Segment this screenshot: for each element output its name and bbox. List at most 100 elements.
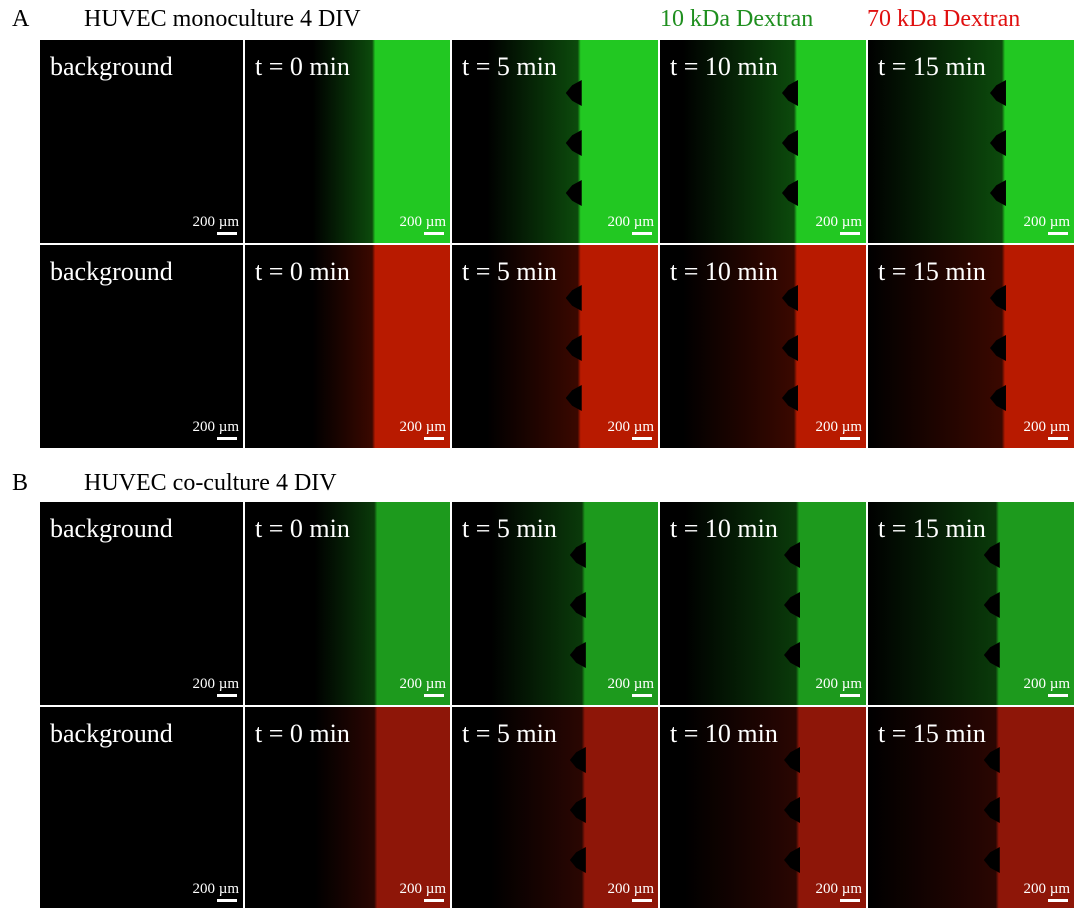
micrograph: t = 15 min 200 µm <box>868 502 1074 705</box>
time-label: t = 5 min <box>462 257 557 286</box>
micrograph: background 200 µm <box>40 245 243 448</box>
channel-notch <box>983 797 1000 823</box>
time-label: t = 10 min <box>670 514 778 543</box>
channel-notch <box>565 130 582 156</box>
channel-notch <box>784 747 801 773</box>
micrograph: t = 10 min 200 µm <box>660 40 866 243</box>
channel-notch <box>983 592 1000 618</box>
scale-label: 200 µm <box>399 214 446 230</box>
time-label: t = 0 min <box>255 514 350 543</box>
scale-bar <box>424 232 444 235</box>
channel-notch <box>569 542 586 568</box>
channel-notch <box>989 80 1006 106</box>
scale-bar <box>424 437 444 440</box>
micrograph: t = 0 min 200 µm <box>245 707 450 908</box>
scale-bar <box>632 232 652 235</box>
channel-notch <box>565 180 582 206</box>
channel-notch <box>784 592 801 618</box>
time-label: background <box>50 257 173 286</box>
channel-notch <box>565 385 582 411</box>
scale-bar <box>217 437 237 440</box>
time-label: t = 15 min <box>878 719 986 748</box>
micrograph: t = 0 min 200 µm <box>245 502 450 705</box>
scale-label: 200 µm <box>399 881 446 897</box>
scale-label: 200 µm <box>192 419 239 435</box>
channel-notch <box>784 542 801 568</box>
channel-notch <box>784 847 801 873</box>
channel-notch <box>983 642 1000 668</box>
scale-bar <box>1048 437 1068 440</box>
channel-notch <box>569 642 586 668</box>
channel-notch <box>989 385 1006 411</box>
scale-label: 200 µm <box>815 214 862 230</box>
channel-notch <box>989 180 1006 206</box>
time-label: t = 5 min <box>462 52 557 81</box>
channel-notch <box>569 592 586 618</box>
scale-label: 200 µm <box>1023 214 1070 230</box>
scale-bar <box>840 899 860 902</box>
scale-bar <box>632 694 652 697</box>
time-label: t = 15 min <box>878 52 986 81</box>
scale-bar <box>217 899 237 902</box>
micrograph: background 200 µm <box>40 707 243 908</box>
channel-notch <box>781 180 798 206</box>
scale-bar <box>424 694 444 697</box>
legend-red: 70 kDa Dextran <box>867 6 1021 32</box>
scale-label: 200 µm <box>399 676 446 692</box>
panel-title: HUVEC monoculture 4 DIV <box>84 6 361 32</box>
micrograph: t = 5 min 200 µm <box>452 502 658 705</box>
scale-label: 200 µm <box>607 214 654 230</box>
channel-notch <box>565 80 582 106</box>
scale-label: 200 µm <box>192 214 239 230</box>
channel-notch <box>781 80 798 106</box>
channel-notch <box>569 747 586 773</box>
channel-notch <box>565 285 582 311</box>
scale-label: 200 µm <box>192 881 239 897</box>
channel-notch <box>983 747 1000 773</box>
scale-bar <box>217 232 237 235</box>
scale-bar <box>424 899 444 902</box>
panel-title: HUVEC co-culture 4 DIV <box>84 470 337 496</box>
scale-bar <box>217 694 237 697</box>
time-label: background <box>50 514 173 543</box>
channel-notch <box>781 130 798 156</box>
time-label: t = 15 min <box>878 514 986 543</box>
scale-label: 200 µm <box>815 881 862 897</box>
micrograph: t = 15 min 200 µm <box>868 707 1074 908</box>
time-label: t = 0 min <box>255 719 350 748</box>
time-label: t = 10 min <box>670 719 778 748</box>
scale-label: 200 µm <box>607 881 654 897</box>
micrograph: t = 10 min 200 µm <box>660 707 866 908</box>
channel-notch <box>983 847 1000 873</box>
legend-green: 10 kDa Dextran <box>660 6 814 32</box>
channel-notch <box>781 335 798 361</box>
time-label: t = 15 min <box>878 257 986 286</box>
scale-label: 200 µm <box>815 676 862 692</box>
scale-label: 200 µm <box>607 419 654 435</box>
time-label: background <box>50 719 173 748</box>
channel-notch <box>565 335 582 361</box>
micrograph: t = 0 min 200 µm <box>245 40 450 243</box>
micrograph: t = 10 min 200 µm <box>660 502 866 705</box>
scale-bar <box>840 437 860 440</box>
scale-bar <box>632 437 652 440</box>
micrograph: background 200 µm <box>40 502 243 705</box>
micrograph: t = 15 min 200 µm <box>868 245 1074 448</box>
channel-notch <box>983 542 1000 568</box>
scale-bar <box>1048 694 1068 697</box>
scale-label: 200 µm <box>1023 419 1070 435</box>
channel-notch <box>784 797 801 823</box>
time-label: t = 5 min <box>462 719 557 748</box>
micrograph: t = 5 min 200 µm <box>452 40 658 243</box>
micrograph: t = 5 min 200 µm <box>452 707 658 908</box>
micrograph: t = 5 min 200 µm <box>452 245 658 448</box>
channel-notch <box>781 285 798 311</box>
scale-bar <box>1048 899 1068 902</box>
scale-bar <box>840 232 860 235</box>
scale-label: 200 µm <box>1023 676 1070 692</box>
channel-notch <box>989 285 1006 311</box>
time-label: background <box>50 52 173 81</box>
channel-notch <box>784 642 801 668</box>
time-label: t = 10 min <box>670 52 778 81</box>
